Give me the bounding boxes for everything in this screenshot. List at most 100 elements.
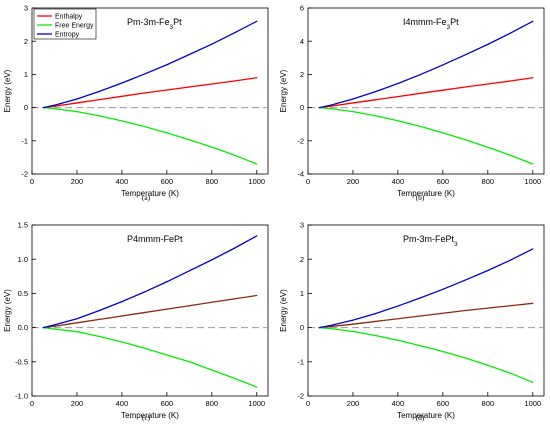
data-point (532, 302, 534, 304)
x-tick-label: 0 (30, 399, 34, 408)
data-point (509, 80, 511, 82)
data-point (487, 83, 489, 85)
data-point (166, 308, 168, 310)
title-subscript: 3 (454, 241, 458, 248)
series-line-3 (319, 20, 534, 109)
y-tick-label: 0 (24, 103, 28, 112)
data-point (121, 95, 123, 97)
data-point (76, 322, 78, 324)
y-tick-label: 1 (24, 70, 28, 79)
y-axis-label: Energy (eV) (279, 289, 288, 332)
panel-caption: (c) (142, 413, 151, 422)
y-tick-label: 0 (300, 323, 304, 332)
data-point (419, 125, 421, 127)
x-tick-label: 400 (392, 177, 405, 186)
data-point (352, 323, 354, 325)
panel-caption: (a) (142, 193, 151, 202)
data-point (442, 132, 444, 134)
x-tick-label: 1000 (524, 399, 541, 408)
plot-frame (307, 7, 545, 175)
chart-panel-2: 0 200 400 600 800 1000 -4 -2 0 2 4 6 Temperature (K)… (279, 4, 545, 202)
data-point (166, 354, 168, 356)
data-point (166, 64, 168, 66)
data-point (352, 110, 354, 113)
data-point (442, 312, 444, 314)
title-text: Pm-3m-FePt (403, 234, 455, 244)
data-point (509, 305, 511, 307)
title-text: Pm-3m-Fe (127, 17, 170, 27)
data-point (532, 248, 534, 250)
y-tick-label: 2 (300, 255, 304, 264)
title-subscript: 3 (447, 24, 451, 31)
x-tick-label: 600 (437, 177, 450, 186)
chart-panel-3: 0 200 400 600 800 1000 -1.0 -0.5 0.0 0.5 1.0 1.5 Tem… (3, 221, 269, 422)
x-tick-label: 1000 (248, 177, 265, 186)
x-tick-label: 800 (206, 399, 219, 408)
x-tick-label: 200 (71, 177, 84, 186)
data-point (419, 73, 421, 76)
data-point (397, 305, 399, 307)
data-point (256, 294, 258, 297)
legend-entry: Entropy (55, 31, 80, 38)
x-tick-label: 400 (116, 399, 129, 408)
data-point (53, 328, 56, 330)
y-tick-label: 6 (300, 4, 304, 13)
x-axis-label: Temperature (K) (121, 411, 179, 420)
legend-entry: Enthalpy (55, 13, 83, 20)
series-line-1 (319, 302, 533, 329)
data-point (143, 125, 145, 128)
data-point (464, 309, 466, 312)
data-point (211, 301, 213, 303)
data-point (143, 92, 145, 94)
data-point (374, 99, 377, 101)
y-tick-label: 3 (300, 221, 304, 230)
data-point (121, 341, 123, 343)
series-line-2 (319, 326, 534, 383)
data-point (352, 319, 354, 321)
x-tick-label: 200 (347, 399, 360, 408)
data-point (374, 320, 377, 323)
data-point (532, 77, 534, 79)
data-point (442, 350, 444, 353)
x-tick-label: 400 (116, 177, 129, 186)
x-tick-label: 600 (161, 399, 174, 408)
legend: Enthalpy Free Energy Entropy (33, 8, 97, 40)
data-point (76, 102, 78, 104)
data-point (256, 20, 258, 22)
x-tick-label: 1000 (524, 177, 541, 186)
title-text-tail: Pt (450, 17, 459, 27)
data-point (329, 104, 332, 106)
data-point (397, 339, 399, 341)
y-tick-label: 0.5 (18, 289, 28, 298)
panel-title: Pm-3m-FePt3 (403, 234, 458, 248)
data-point (188, 139, 190, 141)
data-point (352, 98, 354, 100)
x-tick-label: 0 (306, 399, 310, 408)
data-point (98, 335, 101, 338)
title-text: I4mmm-Fe (403, 17, 447, 27)
data-point (397, 318, 399, 320)
data-point (532, 163, 534, 165)
data-point (374, 334, 377, 337)
y-tick-label: 1 (300, 289, 304, 298)
data-point (352, 330, 354, 332)
series-line-2 (43, 106, 258, 165)
y-tick-label: 4 (300, 37, 304, 46)
data-point (76, 318, 78, 320)
data-point (329, 328, 332, 330)
y-tick-label: -1.0 (15, 392, 28, 401)
data-point (188, 361, 190, 363)
data-point (532, 381, 534, 383)
data-point (42, 327, 44, 329)
y-tick-label: 1.0 (18, 255, 28, 264)
x-tick-label: 800 (206, 177, 219, 186)
chart-panel-4: 0 200 400 600 800 1000 -2 -1 0 1 2 3 Temperature (K)… (279, 221, 545, 422)
data-point (53, 104, 56, 106)
data-point (487, 146, 489, 148)
data-point (487, 43, 489, 45)
data-point (397, 120, 399, 122)
data-point (442, 288, 444, 290)
data-point (487, 269, 489, 272)
data-point (509, 372, 511, 374)
data-point (464, 139, 466, 141)
